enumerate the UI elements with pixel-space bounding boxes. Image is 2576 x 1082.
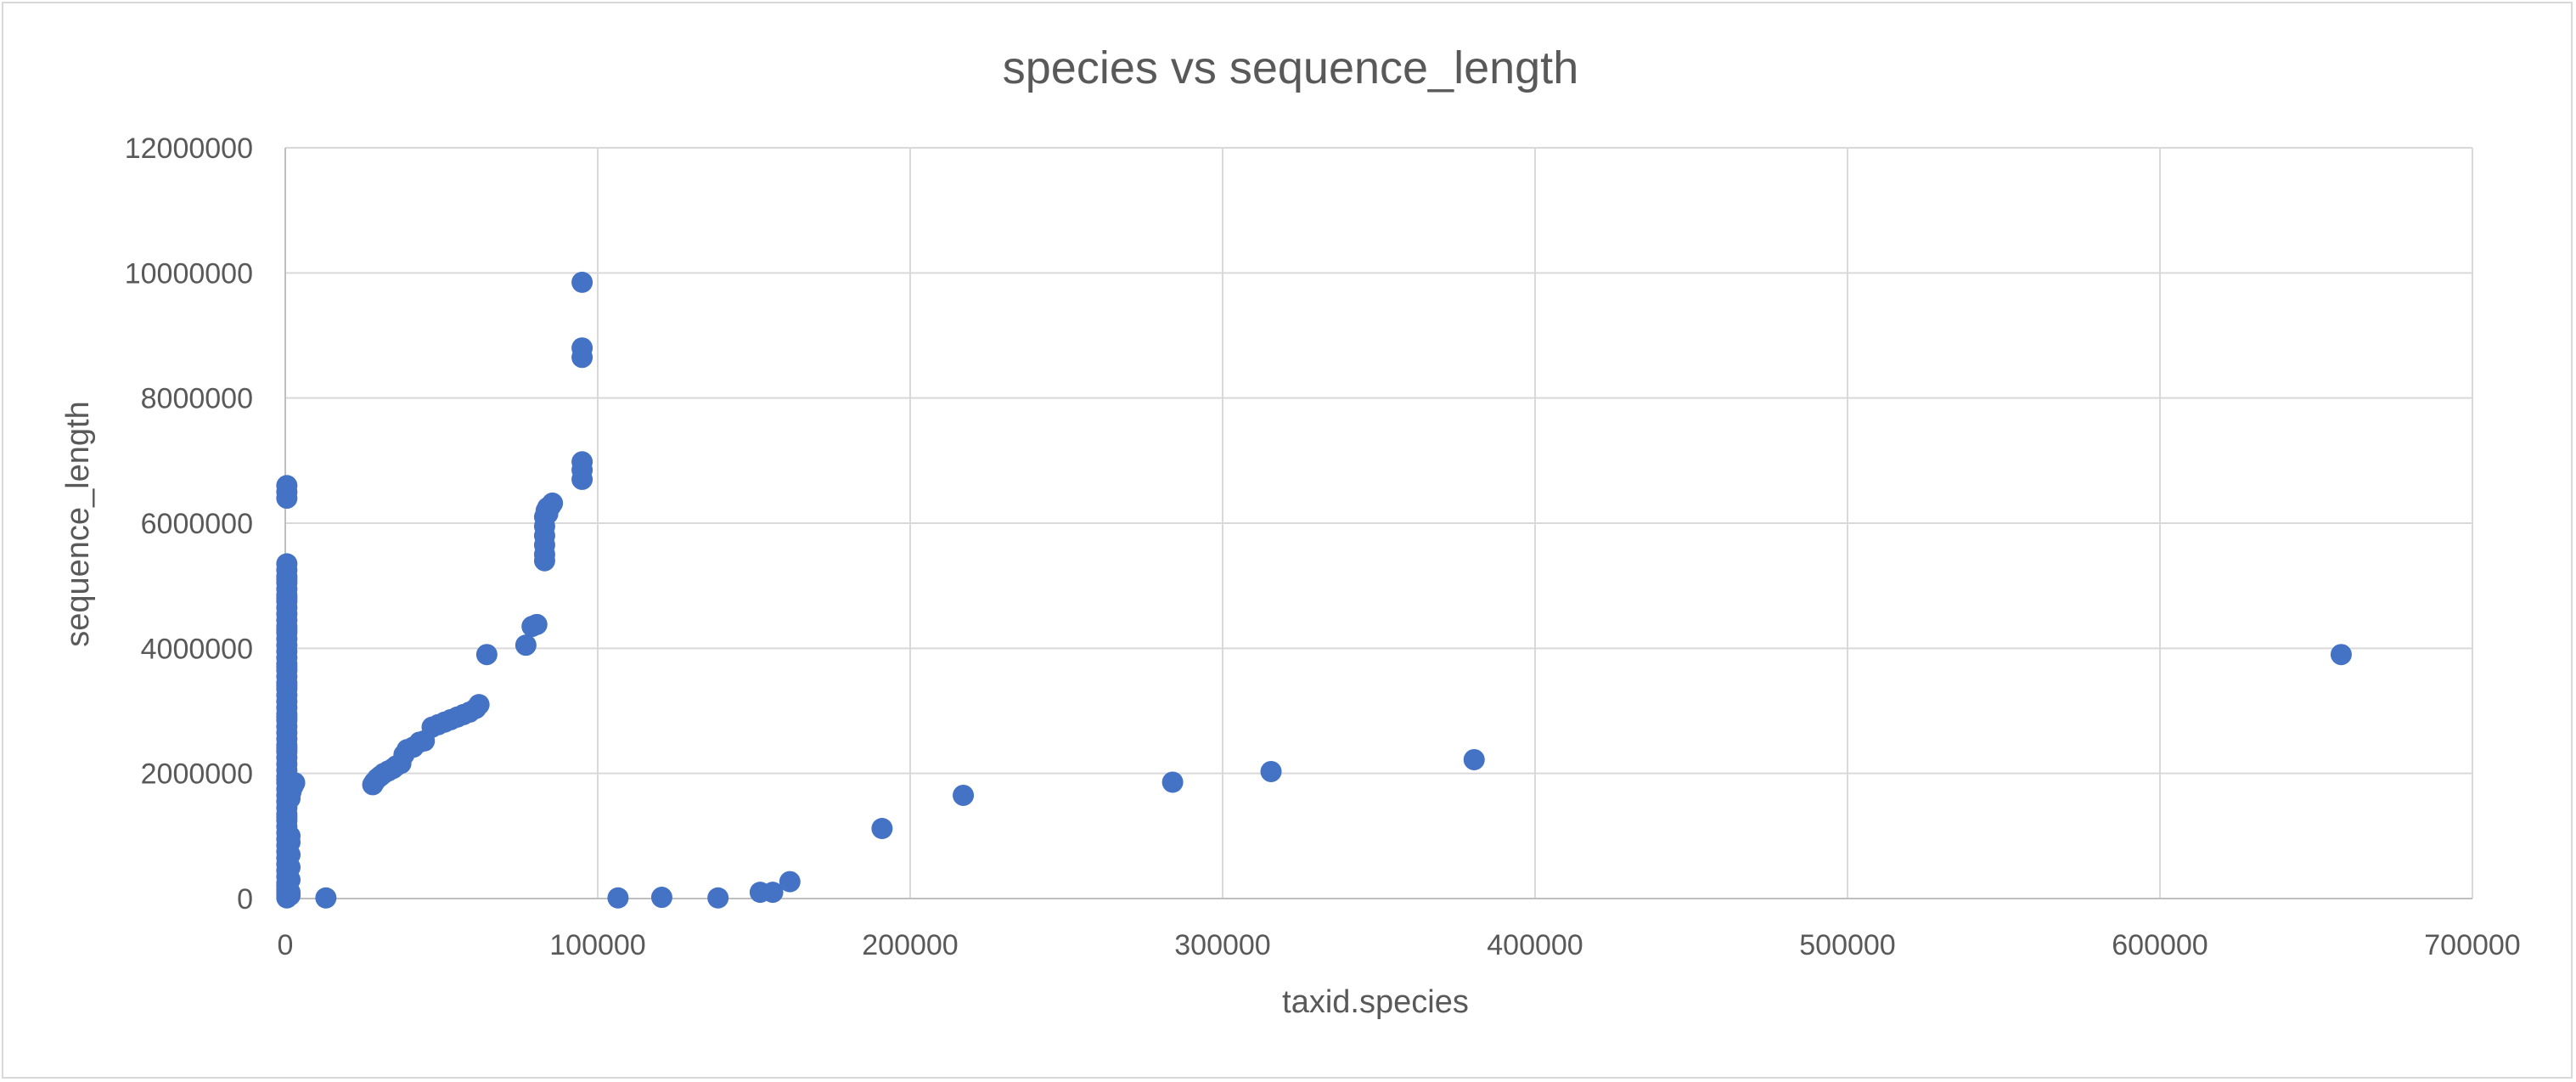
- data-point: [537, 503, 559, 525]
- data-point: [779, 871, 801, 893]
- data-point: [762, 882, 784, 904]
- chart-title: species vs sequence_length: [1003, 42, 1578, 93]
- data-point: [315, 887, 337, 909]
- y-tick-label: 2000000: [141, 758, 253, 791]
- x-axis-label: taxid.species: [1282, 984, 1469, 1020]
- data-point: [953, 784, 975, 806]
- data-point: [515, 634, 537, 657]
- data-point: [571, 271, 593, 293]
- data-point: [280, 781, 302, 803]
- data-point: [276, 568, 298, 590]
- data-point: [707, 887, 729, 909]
- data-point: [607, 887, 629, 909]
- data-point: [276, 675, 298, 697]
- data-point: [276, 587, 298, 609]
- data-point: [276, 706, 298, 728]
- x-tick-labels: 0 100000 200000 300000 400000 500000 600000 700…: [278, 929, 2521, 961]
- data-points: [276, 271, 2352, 909]
- data-point: [276, 487, 298, 510]
- data-point: [475, 644, 498, 666]
- x-tick-label: 200000: [862, 929, 958, 961]
- y-tick-label: 8000000: [141, 383, 253, 415]
- data-point: [276, 618, 298, 640]
- data-point: [276, 806, 298, 828]
- data-point: [871, 817, 893, 839]
- y-tick-label: 0: [237, 883, 253, 916]
- x-tick-label: 700000: [2424, 929, 2520, 961]
- x-tick-label: 400000: [1487, 929, 1583, 961]
- x-tick-label: 600000: [2112, 929, 2208, 961]
- data-point: [571, 468, 593, 490]
- y-tick-labels: 0 2000000 4000000 6000000 8000000 10000000 120…: [125, 132, 253, 916]
- y-tick-label: 12000000: [125, 132, 253, 165]
- y-tick-label: 4000000: [141, 633, 253, 665]
- data-point: [276, 656, 298, 678]
- x-tick-label: 100000: [549, 929, 645, 961]
- data-point: [1463, 748, 1485, 770]
- data-point: [279, 884, 301, 906]
- data-point: [2330, 644, 2352, 666]
- data-point: [468, 694, 490, 716]
- y-tick-label: 10000000: [125, 257, 253, 290]
- x-tick-label: 0: [278, 929, 294, 961]
- x-tick-label: 300000: [1174, 929, 1270, 961]
- x-tick-label: 500000: [1799, 929, 1895, 961]
- y-axis-label: sequence_length: [60, 401, 96, 646]
- data-point: [526, 613, 548, 635]
- grid-lines: [285, 147, 2473, 899]
- y-tick-label: 6000000: [141, 508, 253, 540]
- data-point: [1161, 771, 1184, 793]
- data-point: [571, 347, 593, 369]
- data-point: [276, 737, 298, 759]
- data-point: [650, 887, 672, 909]
- data-point: [1260, 760, 1282, 782]
